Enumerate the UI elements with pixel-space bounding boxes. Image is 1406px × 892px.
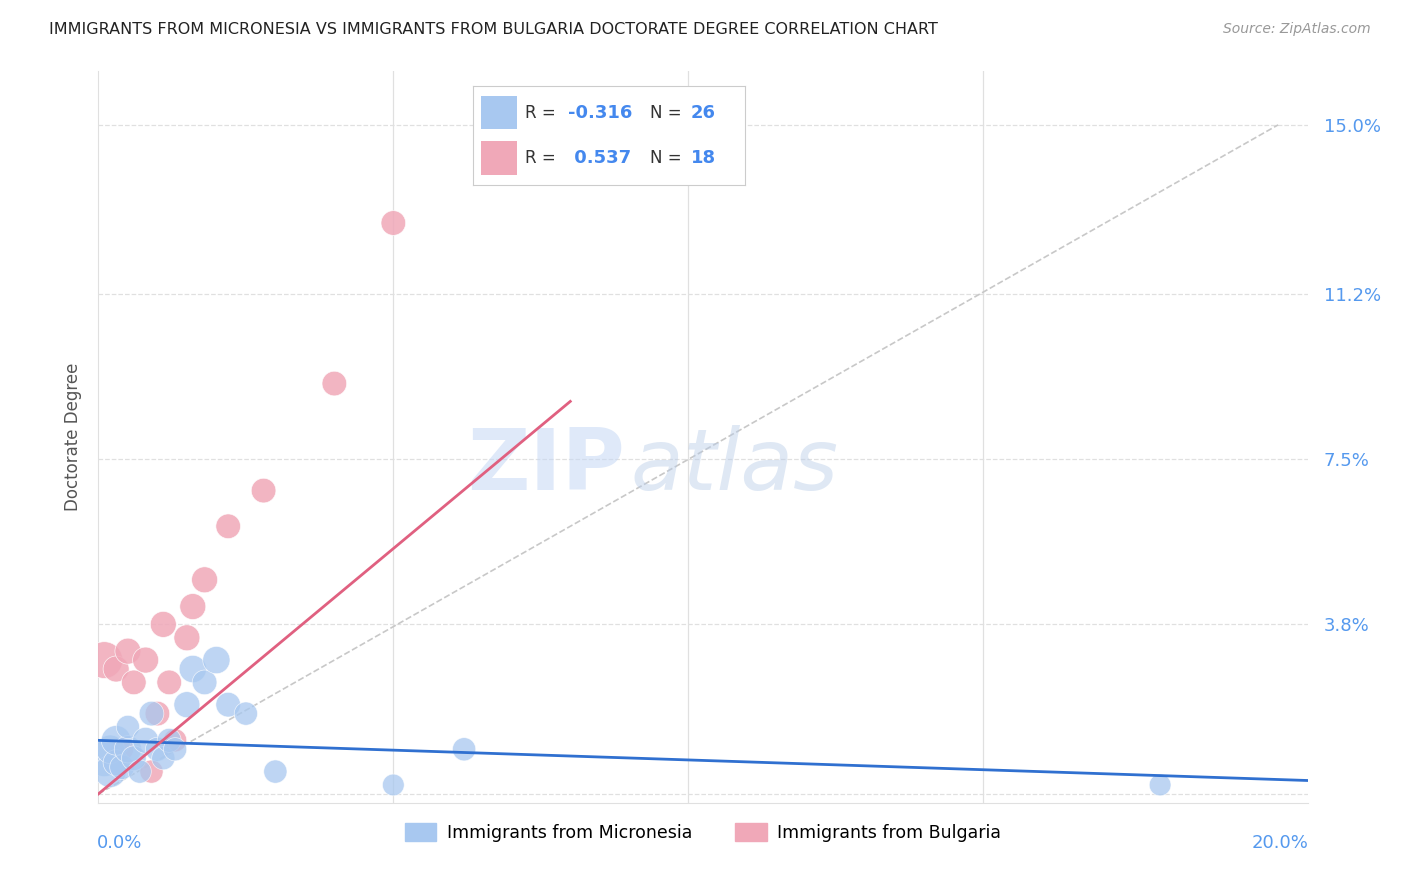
Point bbox=[157, 675, 180, 690]
Point bbox=[165, 742, 187, 756]
Point bbox=[98, 764, 121, 779]
Legend: Immigrants from Micronesia, Immigrants from Bulgaria: Immigrants from Micronesia, Immigrants f… bbox=[398, 816, 1008, 849]
Point bbox=[135, 733, 157, 747]
Point bbox=[122, 751, 145, 765]
Point bbox=[194, 675, 217, 690]
Point bbox=[181, 662, 204, 676]
Point bbox=[453, 742, 475, 756]
Point bbox=[105, 733, 128, 747]
Text: ZIP: ZIP bbox=[467, 425, 624, 508]
Point bbox=[235, 706, 257, 721]
Point bbox=[152, 751, 174, 765]
Y-axis label: Doctorate Degree: Doctorate Degree bbox=[63, 363, 82, 511]
Point bbox=[176, 631, 198, 645]
Point bbox=[98, 742, 121, 756]
Point bbox=[105, 662, 128, 676]
Point bbox=[181, 599, 204, 614]
Point bbox=[117, 742, 139, 756]
Point bbox=[217, 519, 239, 533]
Point bbox=[93, 751, 115, 765]
Point bbox=[382, 216, 405, 230]
Point bbox=[264, 764, 287, 779]
Text: 0.0%: 0.0% bbox=[97, 833, 142, 852]
Point bbox=[128, 764, 150, 779]
Point bbox=[382, 778, 405, 792]
Point bbox=[135, 653, 157, 667]
Text: 20.0%: 20.0% bbox=[1251, 833, 1309, 852]
Point bbox=[146, 706, 169, 721]
Point bbox=[152, 617, 174, 632]
Point bbox=[1149, 778, 1171, 792]
Point bbox=[141, 764, 163, 779]
Point bbox=[194, 573, 217, 587]
Point bbox=[205, 653, 228, 667]
Text: Source: ZipAtlas.com: Source: ZipAtlas.com bbox=[1223, 22, 1371, 37]
Point bbox=[165, 733, 187, 747]
Text: atlas: atlas bbox=[630, 425, 838, 508]
Point bbox=[146, 742, 169, 756]
Point bbox=[111, 760, 134, 774]
Point bbox=[117, 644, 139, 658]
Point bbox=[217, 698, 239, 712]
Point bbox=[111, 742, 134, 756]
Point bbox=[157, 733, 180, 747]
Point bbox=[323, 376, 346, 391]
Point bbox=[117, 720, 139, 734]
Point bbox=[93, 653, 115, 667]
Point bbox=[252, 483, 274, 498]
Point bbox=[141, 706, 163, 721]
Point bbox=[105, 756, 128, 770]
Point bbox=[122, 675, 145, 690]
Point bbox=[176, 698, 198, 712]
Text: IMMIGRANTS FROM MICRONESIA VS IMMIGRANTS FROM BULGARIA DOCTORATE DEGREE CORRELAT: IMMIGRANTS FROM MICRONESIA VS IMMIGRANTS… bbox=[49, 22, 938, 37]
